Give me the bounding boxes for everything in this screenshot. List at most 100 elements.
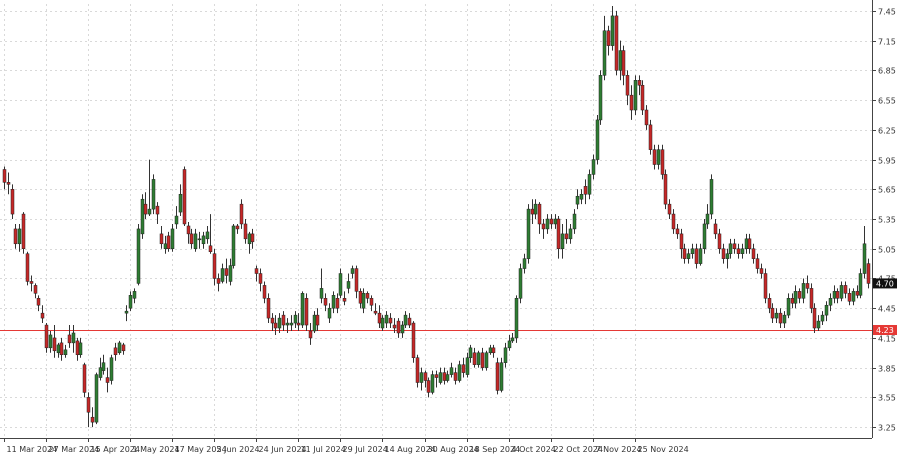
price-badges: 4.23 4.70 xyxy=(873,278,897,335)
candle-body xyxy=(457,364,462,381)
candle xyxy=(350,265,355,279)
candle xyxy=(663,169,668,210)
candle-body xyxy=(832,291,837,299)
x-tick-label: 22 Oct 2024 xyxy=(554,445,603,454)
candle-body xyxy=(358,291,363,304)
candle-body xyxy=(866,263,871,284)
candle xyxy=(224,258,229,284)
candle xyxy=(296,313,301,331)
candle-body xyxy=(499,362,504,391)
candle xyxy=(648,119,653,155)
candle xyxy=(94,372,99,425)
candle-body xyxy=(740,248,745,254)
candle xyxy=(610,5,615,51)
candle xyxy=(369,295,374,312)
candle xyxy=(170,223,175,252)
candle xyxy=(392,318,397,333)
candle xyxy=(52,325,57,358)
reference-price-badge-label: 4.23 xyxy=(876,326,894,335)
candle-body xyxy=(407,317,412,326)
candle xyxy=(770,303,775,324)
candle-body xyxy=(201,235,206,245)
candle xyxy=(281,311,286,331)
candle-body xyxy=(392,324,397,329)
candle-body xyxy=(377,312,382,324)
candle xyxy=(575,189,580,210)
candle-body xyxy=(75,340,80,356)
y-tick-label: 7.15 xyxy=(878,38,896,47)
candle-body xyxy=(728,243,733,254)
candle-body xyxy=(614,15,619,71)
candle xyxy=(407,313,412,329)
candle-body xyxy=(663,174,668,205)
candle-body xyxy=(732,243,737,249)
candle-body xyxy=(782,314,787,324)
candle xyxy=(541,219,546,239)
candle-body xyxy=(250,233,255,243)
candle xyxy=(247,231,252,254)
candle-body xyxy=(82,364,87,393)
candle xyxy=(201,231,206,249)
y-tick-label: 3.55 xyxy=(878,394,896,403)
candle xyxy=(63,344,68,358)
candle-body xyxy=(228,265,233,282)
candle xyxy=(56,342,61,358)
candle xyxy=(667,199,672,220)
y-tick-label: 5.65 xyxy=(878,186,896,195)
candle-body xyxy=(388,317,393,324)
candle xyxy=(572,209,577,234)
x-tick-label: 5 Jun 2024 xyxy=(217,445,260,454)
candle-body xyxy=(243,223,248,240)
candle xyxy=(682,243,687,264)
candle-body xyxy=(809,288,814,309)
candle-body xyxy=(801,283,806,299)
candle xyxy=(835,288,840,304)
candle xyxy=(625,70,630,106)
candle-body xyxy=(713,223,718,235)
candle-body xyxy=(721,248,726,259)
candle-body xyxy=(323,298,328,306)
candle-body xyxy=(705,213,710,225)
candle xyxy=(155,202,160,224)
candle xyxy=(109,354,114,385)
candle-body xyxy=(21,213,26,249)
candle xyxy=(579,189,584,205)
candle xyxy=(717,228,722,254)
candle xyxy=(239,199,244,229)
x-tick-label: 1 May 2024 xyxy=(133,445,180,454)
candle-body xyxy=(633,80,638,111)
candle-body xyxy=(109,357,114,381)
candle xyxy=(415,354,420,388)
candle-body xyxy=(445,374,450,381)
candle-body xyxy=(338,273,343,296)
candle xyxy=(98,357,103,381)
candle xyxy=(591,154,596,180)
candle xyxy=(790,293,795,309)
candle-body xyxy=(702,223,707,249)
candle xyxy=(212,248,217,286)
candle-body xyxy=(166,235,171,249)
candle-body xyxy=(763,273,768,299)
candle xyxy=(533,199,538,220)
candle xyxy=(476,350,481,368)
candle-body xyxy=(564,233,569,240)
candle-body xyxy=(182,169,187,225)
candle xyxy=(851,288,856,306)
candle-body xyxy=(858,273,863,296)
candle xyxy=(560,223,565,259)
candle xyxy=(530,199,535,224)
candle-body xyxy=(143,203,148,215)
x-tick-label: 14 Aug 2024 xyxy=(385,445,436,454)
candle-body xyxy=(648,124,653,150)
candle-body xyxy=(606,30,611,46)
candle xyxy=(629,85,634,120)
candle-body xyxy=(277,317,282,329)
candle xyxy=(250,228,255,249)
candle-body xyxy=(281,314,286,326)
candle-body xyxy=(786,298,791,316)
candle-body xyxy=(208,245,213,252)
candle xyxy=(101,354,106,375)
candle xyxy=(205,225,210,244)
candle-body xyxy=(90,416,95,423)
candle xyxy=(728,238,733,259)
